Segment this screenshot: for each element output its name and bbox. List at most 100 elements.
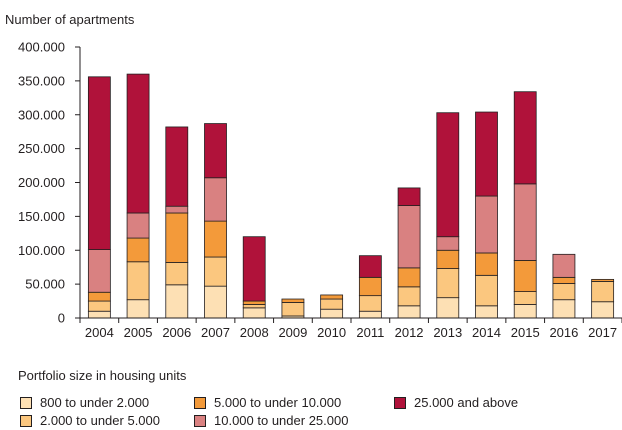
x-tick-label: 2015 xyxy=(511,325,540,340)
bar-segment xyxy=(591,281,615,303)
y-axis-title: Number of apartments xyxy=(5,12,135,27)
x-tick-label: 2004 xyxy=(85,325,114,340)
bars xyxy=(87,73,615,319)
y-tick-label: 50.000 xyxy=(25,277,65,292)
bar-segment xyxy=(358,276,382,297)
bar-segment xyxy=(204,285,227,319)
legend-item: 25.000 and above xyxy=(394,395,518,410)
bar-segment xyxy=(397,205,421,269)
legend-label: 2.000 to under 5.000 xyxy=(40,413,160,428)
legend-label: 5.000 to under 10.000 xyxy=(214,395,342,410)
bar-segment xyxy=(204,220,227,258)
legend-label: 10.000 to under 25.000 xyxy=(214,413,349,428)
x-tick-label: 2010 xyxy=(317,325,346,340)
legend-swatch xyxy=(194,414,206,427)
x-tick-label: 2016 xyxy=(549,325,578,340)
x-tick-label: 2014 xyxy=(472,325,501,340)
bar-segment xyxy=(397,267,421,288)
bar-segment xyxy=(436,236,460,251)
x-tick-label: 2007 xyxy=(201,325,230,340)
x-tick-label: 2013 xyxy=(433,325,462,340)
legend-item: 10.000 to under 25.000 xyxy=(194,413,348,428)
bar-segment xyxy=(591,278,615,282)
y-tick-label: 150.000 xyxy=(18,209,65,224)
bar-segment xyxy=(436,249,460,269)
bar-segment xyxy=(513,304,537,319)
bar-segment xyxy=(475,111,498,197)
bar-segment xyxy=(397,305,421,319)
legend-swatch xyxy=(194,396,206,409)
x-tick-label: 2005 xyxy=(124,325,153,340)
y-tick-label: 100.000 xyxy=(18,243,65,258)
bar-segment xyxy=(281,298,305,303)
bar-segment xyxy=(242,304,266,309)
bar-segment xyxy=(204,256,227,287)
x-axis: 2004 2005 2006 2007 2008 2009 2010 2011 2012 2013… xyxy=(79,317,622,340)
bar-segment xyxy=(204,177,227,222)
bar-segment xyxy=(397,187,421,206)
x-tick-label: 2012 xyxy=(395,325,424,340)
legend-swatch xyxy=(394,396,406,409)
bar-segment xyxy=(126,261,150,301)
legend-swatch xyxy=(20,414,32,427)
bar-segment xyxy=(242,300,266,305)
y-tick-label: 350.000 xyxy=(18,73,65,88)
bar-segment xyxy=(320,308,344,319)
bar-segment xyxy=(591,301,615,319)
bar-segment xyxy=(513,183,537,261)
legend-item: 2.000 to under 5.000 xyxy=(20,413,160,428)
x-tick-label: 2009 xyxy=(278,325,307,340)
bar-segment xyxy=(165,126,189,207)
bar-segment xyxy=(165,284,189,319)
bar-segment xyxy=(436,268,460,299)
bar-segment xyxy=(87,76,111,250)
bar-segment xyxy=(204,123,227,179)
x-tick-label: 2017 xyxy=(588,325,617,340)
bar-segment xyxy=(436,112,460,238)
bar-segment xyxy=(475,252,498,276)
y-tick-label: 400.000 xyxy=(18,40,65,55)
bar-segment xyxy=(552,276,576,284)
x-tick-label: 2006 xyxy=(162,325,191,340)
bar-segment xyxy=(242,307,266,319)
bar-segment xyxy=(87,249,111,293)
y-tick-label: 250.000 xyxy=(18,141,65,156)
bar-segment xyxy=(475,305,498,319)
bar-segment xyxy=(552,283,576,301)
bar-segment xyxy=(165,212,189,263)
x-tick-label: 2008 xyxy=(240,325,269,340)
bar-segment xyxy=(87,291,111,302)
y-tick-label: 0 xyxy=(58,311,65,326)
bar-segment xyxy=(358,310,382,319)
bar-segment xyxy=(320,294,344,300)
bar-segment xyxy=(513,291,537,305)
x-tick-label: 2011 xyxy=(356,325,384,340)
bar-segment xyxy=(552,299,576,319)
y-tick-label: 300.000 xyxy=(18,107,65,122)
bar-segment xyxy=(475,274,498,307)
bar-segment xyxy=(513,260,537,292)
bar-segment xyxy=(126,73,150,214)
legend-label: 25.000 and above xyxy=(414,395,519,410)
bar-segment xyxy=(126,299,150,319)
bar-segment xyxy=(281,302,305,317)
bar-segment xyxy=(242,236,266,302)
bar-segment xyxy=(87,300,111,312)
bar-segment xyxy=(165,205,189,214)
bar-segment xyxy=(165,262,189,286)
legend-item: 5.000 to under 10.000 xyxy=(194,395,341,410)
bar-segment xyxy=(126,212,150,239)
legend-swatch xyxy=(20,396,32,409)
legend-label: 800 to under 2.000 xyxy=(40,395,150,410)
bar-segment xyxy=(358,295,382,312)
legend-title: Portfolio size in housing units xyxy=(18,368,187,383)
bar-segment xyxy=(513,91,537,185)
bar-segment xyxy=(436,297,460,319)
bar-segment xyxy=(320,298,344,310)
y-tick-label: 200.000 xyxy=(18,175,65,190)
stacked-bar-chart: Number of apartments 0 50.000 100.000 150.0… xyxy=(5,12,622,340)
legend-item: 800 to under 2.000 xyxy=(20,395,149,410)
bar-segment xyxy=(87,310,111,319)
bar-segment xyxy=(552,253,576,278)
bar-segment xyxy=(397,286,421,307)
